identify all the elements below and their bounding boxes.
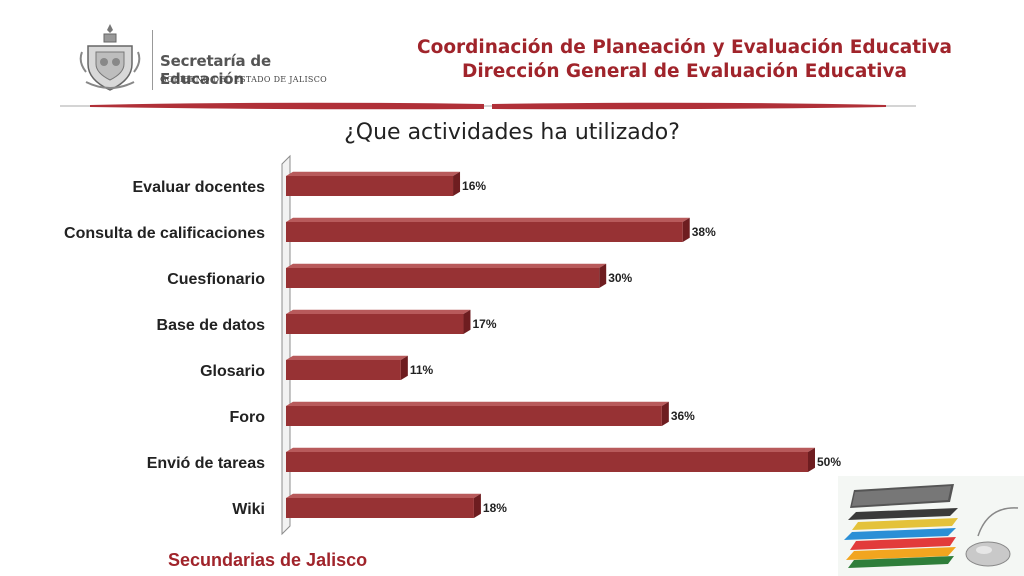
bar <box>286 176 454 196</box>
logo-subtitle: GOBIERNO DEL ESTADO DE JALISCO <box>160 75 327 84</box>
bar-top <box>286 171 461 176</box>
bar-top <box>286 355 408 360</box>
bar-top <box>286 263 607 268</box>
bar-top <box>286 447 815 452</box>
data-label: 36% <box>671 409 695 423</box>
category-label: Foro <box>229 409 265 426</box>
bar <box>286 452 808 472</box>
bar-side <box>473 493 481 518</box>
category-label: Consulta de calificaciones <box>64 225 265 242</box>
data-label: 16% <box>462 179 486 193</box>
chart-axis-wall <box>281 154 291 536</box>
bar <box>286 360 401 380</box>
category-label: Wiki <box>232 501 265 518</box>
bar <box>286 222 683 242</box>
bar-side <box>400 355 408 380</box>
bar-side <box>682 217 690 242</box>
data-label: 38% <box>692 225 716 239</box>
logo-name: Secretaría de Educación <box>160 52 271 88</box>
jalisco-emblem-icon <box>79 24 141 91</box>
bar-side <box>453 171 461 196</box>
footer-label: Secundarias de Jalisco <box>168 550 368 570</box>
bar-top <box>286 309 471 314</box>
computer-mouse-icon <box>965 541 1011 567</box>
data-label: 18% <box>483 501 507 515</box>
data-label: 50% <box>817 455 841 469</box>
bar-side <box>808 447 815 472</box>
category-label: Glosario <box>200 363 265 380</box>
bar <box>286 268 600 288</box>
bar-top <box>286 217 690 222</box>
header-logo: Secretaría de Educación GOBIERNO DEL EST… <box>78 22 327 94</box>
bar <box>286 498 474 518</box>
bar-side <box>463 309 471 334</box>
bar-top <box>286 401 669 406</box>
bar-side <box>599 263 607 288</box>
category-label: Envió de tareas <box>147 455 265 472</box>
data-label: 17% <box>472 317 496 331</box>
logo-divider <box>152 30 153 90</box>
bar <box>286 314 464 334</box>
bar-chart: Evaluar docentes 16% Consulta de calificac… <box>64 154 841 536</box>
category-label: Cuesfionario <box>167 271 265 288</box>
book-stack <box>844 484 958 568</box>
org-title: Coordinación de Planeación y Evaluación … <box>417 36 952 84</box>
bar <box>286 406 662 426</box>
data-label: 11% <box>410 363 434 377</box>
org-title-line2: Dirección General de Evaluación Educativ… <box>461 61 908 82</box>
books-stack-icon <box>838 476 1024 576</box>
bar-side <box>661 401 669 426</box>
chart-title: ¿Que actividades ha utilizado? <box>344 120 680 145</box>
data-label: 30% <box>608 271 632 285</box>
org-title-line1: Coordinación de Planeación y Evaluación … <box>417 37 952 58</box>
header-divider <box>60 102 916 110</box>
bar-top <box>286 493 481 498</box>
category-label: Base de datos <box>157 317 266 334</box>
category-label: Evaluar docentes <box>133 179 266 196</box>
